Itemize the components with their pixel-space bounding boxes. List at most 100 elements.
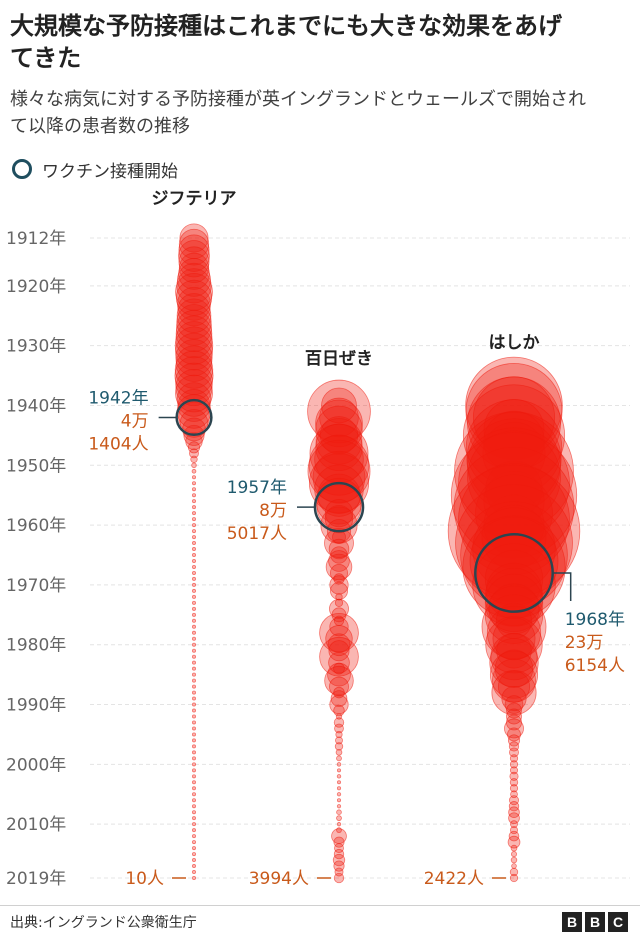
- data-bubble: [307, 379, 371, 444]
- data-bubble: [191, 750, 196, 755]
- data-bubble: [469, 516, 559, 606]
- data-bubble: [510, 820, 518, 829]
- data-bubble: [334, 843, 344, 854]
- data-bubble: [321, 387, 357, 424]
- data-bubble: [329, 575, 349, 595]
- data-bubble: [191, 828, 196, 833]
- data-bubble: [511, 863, 517, 869]
- data-bubble: [191, 780, 196, 785]
- y-tick-label: 1920年: [6, 277, 66, 297]
- data-bubble: [455, 484, 573, 602]
- data-bubble: [191, 547, 196, 552]
- data-bubble: [191, 732, 196, 737]
- annotation-year: 1957年: [227, 478, 287, 498]
- data-bubble: [191, 804, 196, 809]
- data-bubble: [336, 768, 342, 773]
- data-bubble: [189, 448, 199, 459]
- y-tick-label: 1960年: [6, 516, 66, 536]
- data-bubble: [336, 804, 342, 809]
- data-bubble: [472, 507, 556, 591]
- data-bubble: [191, 858, 196, 863]
- source-note: 出典:イングランド公衆衛生庁: [10, 915, 197, 931]
- end-value-label: 2422人: [424, 869, 484, 889]
- data-bubble: [335, 736, 343, 745]
- bbc-logo: B B C: [562, 912, 628, 932]
- data-bubble: [191, 690, 196, 695]
- data-bubble: [191, 499, 196, 504]
- data-bubble: [191, 714, 196, 719]
- data-bubble: [191, 642, 196, 647]
- data-bubble: [191, 762, 196, 767]
- data-bubble: [191, 768, 196, 773]
- annotation-count-line2: 1404人: [88, 434, 148, 454]
- bbc-logo-letter: B: [562, 912, 582, 932]
- bbc-logo-letter: B: [585, 912, 605, 932]
- data-bubble: [508, 812, 520, 825]
- data-bubble: [190, 455, 198, 463]
- data-bubble: [509, 867, 519, 877]
- data-bubble: [191, 672, 196, 677]
- data-bubble: [191, 487, 196, 492]
- data-bubble: [191, 636, 196, 641]
- data-bubble: [191, 792, 196, 797]
- data-bubble: [191, 684, 196, 689]
- annotation-count-line1: 8万: [259, 501, 287, 521]
- data-bubble: [508, 806, 520, 818]
- data-bubble: [191, 834, 196, 839]
- data-bubble: [334, 742, 344, 751]
- data-bubble: [509, 754, 519, 763]
- annotation-year: 1968年: [565, 610, 625, 630]
- data-bubble: [178, 246, 210, 278]
- data-bubble: [507, 835, 521, 849]
- data-bubble: [509, 747, 519, 758]
- data-bubble: [191, 738, 196, 743]
- data-bubble: [191, 523, 196, 528]
- data-bubble: [508, 801, 520, 812]
- data-bubble: [336, 809, 342, 815]
- data-bubble: [191, 606, 196, 611]
- data-bubble: [175, 368, 213, 407]
- series-label: はしか: [489, 333, 540, 353]
- data-bubble: [191, 864, 196, 869]
- data-bubble: [336, 780, 341, 785]
- annotation-count-line2: 5017人: [227, 524, 287, 544]
- data-bubble: [507, 734, 521, 747]
- data-bubble: [336, 786, 342, 791]
- data-bubble: [191, 462, 197, 469]
- data-bubble: [494, 649, 534, 688]
- annotation-leader: [552, 572, 572, 601]
- data-bubble: [327, 662, 351, 687]
- data-bubble: [191, 756, 196, 761]
- data-bubble: [509, 771, 519, 781]
- data-bubble: [191, 870, 196, 875]
- y-tick-label: 1930年: [6, 337, 66, 357]
- data-bubble: [191, 481, 196, 486]
- y-tick-label: 1940年: [6, 396, 66, 416]
- data-bubble: [191, 618, 196, 623]
- data-bubble: [475, 474, 553, 553]
- data-bubble: [191, 553, 196, 558]
- data-bubble: [336, 815, 342, 822]
- data-bubble: [315, 399, 363, 448]
- y-tick-label: 2019年: [6, 869, 66, 889]
- data-bubble: [509, 795, 519, 806]
- data-bubble: [481, 504, 547, 570]
- data-bubble: [191, 654, 196, 659]
- annotation-count-line1: 4万: [121, 411, 149, 431]
- data-bubble: [191, 588, 196, 593]
- data-bubble: [484, 585, 544, 644]
- data-bubble: [191, 624, 196, 629]
- data-bubble: [191, 696, 196, 701]
- data-bubble: [191, 612, 196, 617]
- data-bubble: [336, 822, 342, 827]
- data-bubble: [179, 409, 209, 438]
- data-bubble: [485, 616, 543, 674]
- data-bubble: [191, 648, 196, 653]
- data-bubble: [191, 876, 196, 881]
- y-tick-label: 1990年: [6, 696, 66, 716]
- data-bubble: [191, 517, 196, 522]
- data-bubble: [175, 332, 213, 371]
- data-bubble: [460, 501, 568, 609]
- data-bubble: [191, 798, 196, 803]
- data-bubble: [191, 576, 196, 581]
